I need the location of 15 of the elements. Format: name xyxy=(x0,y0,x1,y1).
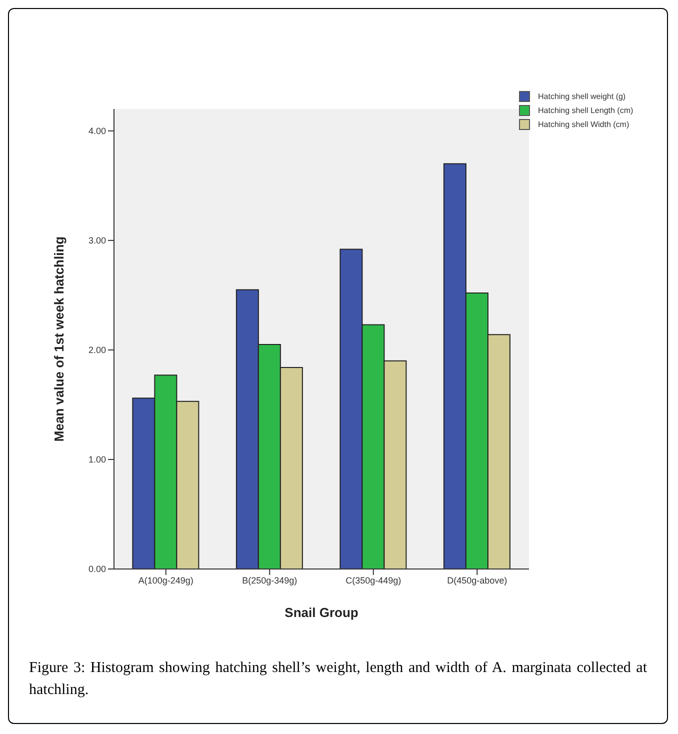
y-tick-label: 3.00 xyxy=(88,236,106,246)
x-tick-label: C(350g-449g) xyxy=(346,575,402,586)
x-tick-label: B(250g-349g) xyxy=(242,575,298,586)
y-tick-label: 2.00 xyxy=(88,345,106,356)
legend-label: Hatching shell Length (cm) xyxy=(538,106,634,115)
y-tick-label: 4.00 xyxy=(88,126,106,136)
y-tick-label: 1.00 xyxy=(88,454,106,465)
y-tick-label: 0.00 xyxy=(88,564,106,574)
x-tick-label: D(450g-above) xyxy=(447,575,508,586)
legend-label: Hatching shell weight (g) xyxy=(538,92,626,101)
x-axis-title: Snail Group xyxy=(284,605,358,620)
legend-label: Hatching shell Width (cm) xyxy=(538,120,630,129)
caption: Figure 3: Histogram showing hatching shell’s weight, length and width of A. marginata collected at hatchling. xyxy=(29,659,647,700)
x-tick-label: A(100g-249g) xyxy=(138,575,194,586)
y-axis-title: Mean value of 1st week hatchling xyxy=(52,236,67,442)
